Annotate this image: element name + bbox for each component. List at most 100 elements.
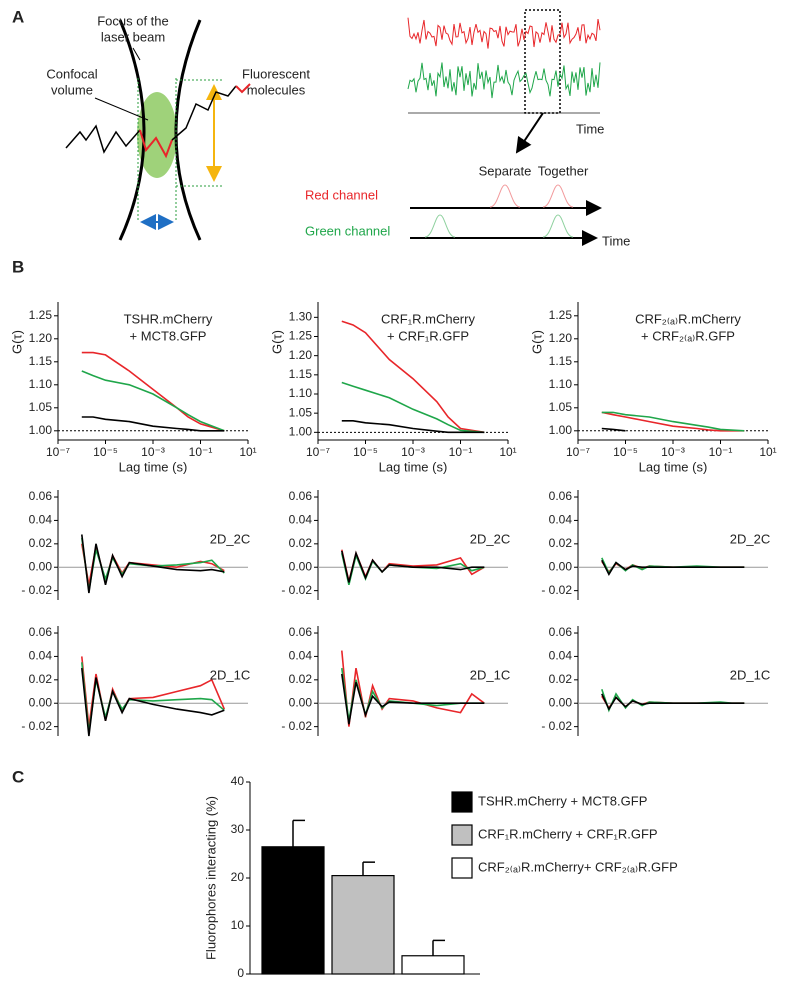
x-axis-label: Lag time (s) — [379, 459, 448, 474]
zoom-arrow — [515, 112, 544, 154]
series-line — [341, 667, 485, 721]
y-tick-label: - 0.02 — [281, 583, 312, 597]
x-tick-label: 10¹ — [499, 445, 516, 459]
annotation: 2D_1C — [470, 667, 510, 682]
pointer — [132, 47, 141, 61]
bar — [401, 955, 465, 975]
series-line — [341, 673, 485, 725]
y-tick-label: 20 — [231, 870, 245, 884]
selection-box — [524, 9, 561, 114]
time-label: Time — [576, 121, 604, 136]
series-line — [601, 411, 745, 432]
time-label: Time — [602, 233, 630, 248]
y-tick-label: 1.30 — [289, 310, 313, 324]
bar — [331, 874, 395, 975]
legend-label: TSHR.mCherry + MCT8.GFP — [478, 793, 647, 808]
annotation: 2D_1C — [210, 667, 250, 682]
y-tick-label: 0.04 — [29, 649, 53, 663]
x-tick-label: 10¹ — [239, 445, 256, 459]
x-tick-label: 10⁻¹ — [449, 445, 473, 459]
legend-label: CRF₁R.mCherry + CRF₁R.GFP — [478, 826, 658, 841]
annotation: 2D_2C — [730, 531, 770, 546]
series-line — [341, 420, 485, 434]
panel-label: B — [12, 257, 24, 276]
y-tick-label: 1.25 — [289, 329, 313, 343]
y-tick-label: 1.20 — [29, 331, 53, 345]
y-tick-label: - 0.02 — [21, 583, 52, 597]
focus-label: laser beam — [101, 29, 165, 44]
chart-title: + MCT8.GFP — [130, 328, 207, 343]
x-tick-label: 10⁻¹ — [709, 445, 733, 459]
y-tick-label: 0.02 — [29, 672, 53, 686]
series-line — [601, 411, 745, 432]
chart-title: CRF₂₍ₐ₎R.mCherry — [635, 311, 741, 326]
y-tick-label: - 0.02 — [281, 719, 312, 733]
y-tick-label: 0 — [237, 966, 244, 980]
y-tick-label: 10 — [231, 918, 245, 932]
fluorescent-label: molecules — [247, 82, 306, 97]
y-tick-label: 0.06 — [29, 625, 53, 639]
y-axis-label: G(τ) — [9, 330, 24, 354]
series-line — [341, 650, 485, 727]
series-line — [81, 534, 225, 594]
y-tick-label: 0.04 — [29, 513, 53, 527]
series-line — [81, 370, 225, 432]
confocal-diagram: Focus of the laser beam Confocal volume … — [46, 13, 310, 241]
y-tick-label: 0.04 — [289, 513, 313, 527]
annotation: 2D_1C — [730, 667, 770, 682]
pointer — [94, 97, 149, 121]
beam-edge — [118, 19, 146, 241]
y-tick-label: 1.00 — [549, 423, 573, 437]
y-tick-label: 40 — [231, 774, 245, 788]
y-tick-label: 0.04 — [289, 649, 313, 663]
y-tick-label: 1.05 — [289, 405, 313, 419]
green-trace — [407, 62, 601, 99]
y-tick-label: 1.15 — [549, 354, 573, 368]
legend-swatch — [451, 857, 473, 879]
confocal-label: Confocal — [46, 66, 97, 81]
series-line — [341, 381, 485, 434]
chart-title: + CRF₂₍ₐ₎R.GFP — [641, 328, 735, 343]
x-tick-label: 10⁻⁵ — [93, 445, 118, 459]
x-tick-label: 10⁻⁷ — [46, 445, 70, 459]
series-line — [341, 320, 485, 434]
y-tick-label: 0.02 — [549, 536, 573, 550]
y-tick-label: - 0.02 — [541, 719, 572, 733]
confocal-volume — [137, 92, 177, 178]
intensity-traces: Time Separate Together Red channel Green… — [305, 9, 630, 248]
y-axis-label: G(τ) — [529, 330, 544, 354]
annotation: 2D_2C — [210, 531, 250, 546]
chart-title: TSHR.mCherry — [124, 311, 213, 326]
x-tick-label: 10⁻⁵ — [613, 445, 638, 459]
x-axis-label: Lag time (s) — [119, 459, 188, 474]
x-tick-label: 10⁻³ — [661, 445, 685, 459]
y-tick-label: 0.02 — [289, 536, 313, 550]
y-tick-label: 0.06 — [549, 625, 573, 639]
y-tick-label: 1.10 — [549, 377, 573, 391]
x-tick-label: 10⁻⁵ — [353, 445, 378, 459]
y-tick-label: 0.06 — [29, 489, 53, 503]
focus-label: Focus of the — [97, 13, 169, 28]
x-tick-label: 10⁻⁷ — [306, 445, 330, 459]
chart-title: CRF₁R.mCherry — [381, 311, 475, 326]
molecule-tip — [235, 83, 251, 94]
y-tick-label: - 0.02 — [21, 719, 52, 733]
y-tick-label: 0.00 — [29, 559, 53, 573]
series-line — [81, 543, 225, 585]
series-line — [341, 550, 485, 583]
series-line — [81, 351, 225, 432]
y-tick-label: 1.25 — [549, 308, 573, 322]
y-tick-label: 1.20 — [549, 331, 573, 345]
molecule-inside — [139, 129, 173, 159]
red-trace — [407, 17, 601, 49]
red-channel-label: Red channel — [305, 187, 378, 202]
x-axis-label: Lag time (s) — [639, 459, 708, 474]
y-tick-label: 0.00 — [549, 695, 573, 709]
confocal-label: volume — [51, 82, 93, 97]
y-tick-label: 0.00 — [289, 559, 313, 573]
molecule — [171, 85, 237, 141]
fluorescent-label: Fluorescent — [242, 66, 310, 81]
y-tick-label: 0.06 — [289, 489, 313, 503]
legend-swatch — [451, 824, 473, 846]
y-tick-label: 1.05 — [549, 400, 573, 414]
